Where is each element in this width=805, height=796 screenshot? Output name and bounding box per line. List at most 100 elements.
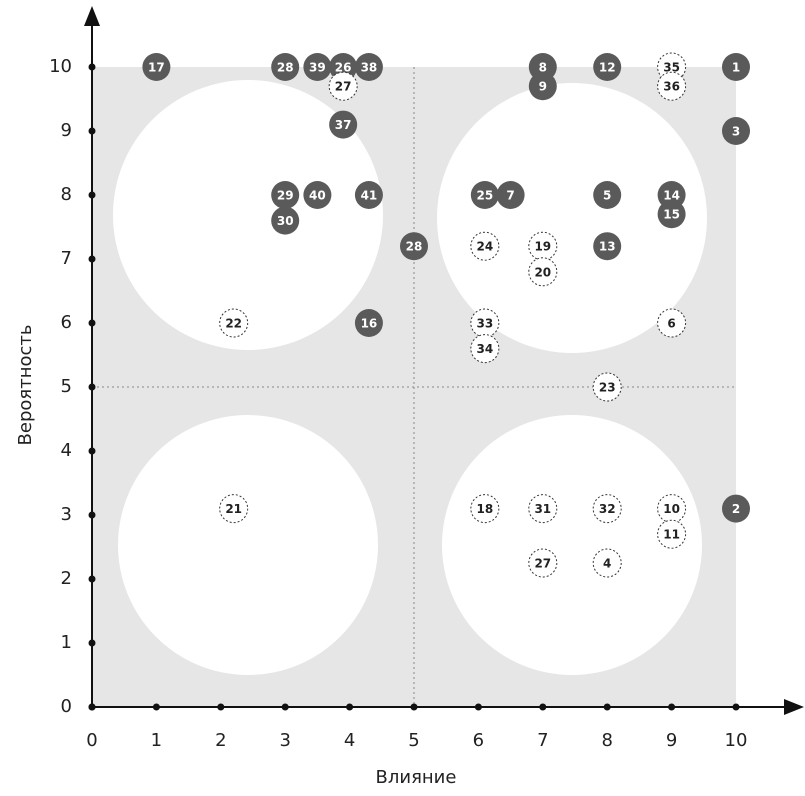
risk-bubble [722, 117, 750, 145]
x-tick-label: 9 [666, 730, 677, 751]
bubble-label: 36 [663, 80, 680, 94]
risk-bubble [470, 494, 500, 524]
risk-bubble [592, 548, 622, 578]
bubble-label: 32 [599, 502, 616, 516]
x-tick [474, 703, 482, 711]
x-tick-label: 4 [344, 730, 355, 751]
y-tick [88, 575, 96, 583]
bubble-label: 2 [732, 502, 740, 516]
risk-bubble [528, 72, 557, 101]
risk-bubble [657, 308, 687, 338]
bubble-label: 35 [663, 61, 680, 75]
risk-bubble [592, 494, 622, 524]
quadrant-circle [442, 415, 702, 675]
bubble-label: 22 [225, 317, 242, 331]
risk-bubble [329, 110, 358, 139]
quadrant-circle [437, 83, 707, 353]
risk-bubble [219, 494, 249, 524]
x-tick [346, 703, 354, 711]
bubble-label: 27 [534, 557, 551, 571]
y-tick-label: 9 [61, 120, 72, 141]
risk-bubble [528, 257, 558, 287]
bubble-label: 10 [663, 502, 680, 516]
bubble-label: 14 [663, 189, 680, 203]
bubble-label: 34 [476, 342, 493, 356]
x-tick [281, 703, 289, 711]
bubble-label: 3 [732, 125, 740, 139]
risk-bubble [354, 181, 383, 209]
bubble-label: 16 [361, 317, 378, 331]
bubble-label: 20 [534, 265, 551, 279]
risk-bubble [271, 206, 300, 235]
bubble-label: 1 [732, 61, 740, 75]
y-tick-label: 0 [61, 696, 72, 717]
y-tick [88, 703, 96, 711]
x-tick [152, 703, 160, 711]
risk-bubble [354, 53, 383, 81]
bubble-label: 7 [506, 189, 514, 203]
risk-bubble [219, 308, 249, 338]
bubble-label: 5 [603, 189, 611, 203]
bubble-label: 12 [599, 61, 616, 75]
x-tick [603, 703, 611, 711]
risk-bubble [657, 200, 686, 229]
risk-bubble [271, 181, 300, 209]
risk-bubble [722, 494, 750, 523]
y-arrow [84, 6, 100, 26]
x-tick [217, 703, 225, 711]
y-tick-label: 4 [61, 440, 72, 461]
risk-bubble [470, 334, 500, 364]
y-tick [88, 191, 96, 199]
risk-bubble [271, 53, 300, 81]
y-tick-label: 8 [61, 184, 72, 205]
risk-bubble [528, 548, 558, 578]
x-tick-label: 8 [601, 730, 612, 751]
x-tick-label: 2 [215, 730, 226, 751]
x-arrow [784, 699, 804, 715]
x-tick-label: 10 [725, 730, 748, 751]
risk-bubble [657, 181, 686, 209]
x-tick-label: 7 [537, 730, 548, 751]
bubble-label: 9 [539, 80, 547, 94]
bubble-label: 28 [277, 61, 294, 75]
bubble-label: 13 [599, 240, 616, 254]
risk-bubble [142, 53, 171, 81]
y-tick-label: 5 [61, 376, 72, 397]
bubble-label: 6 [667, 317, 675, 331]
bubble-label: 39 [309, 61, 326, 75]
risk-bubble [593, 181, 622, 209]
risk-bubble [528, 53, 557, 81]
risk-bubble [722, 53, 750, 81]
y-axis-title: Вероятность [15, 325, 36, 446]
quadrant-circle [118, 415, 378, 675]
y-tick [88, 383, 96, 391]
risk-bubble [303, 181, 332, 209]
risk-bubble [657, 519, 687, 549]
y-tick [88, 511, 96, 519]
bubble-label: 4 [603, 557, 611, 571]
bubble-label: 27 [335, 80, 352, 94]
bubble-label: 31 [534, 502, 551, 516]
risk-bubble [593, 232, 622, 261]
y-tick-label: 3 [61, 504, 72, 525]
bubble-label: 37 [335, 118, 352, 132]
bubble-label: 29 [277, 189, 294, 203]
y-tick-label: 2 [61, 568, 72, 589]
y-tick [88, 127, 96, 135]
risk-bubble [528, 494, 558, 524]
bubble-label: 15 [663, 208, 680, 222]
bubble-label: 33 [476, 317, 493, 331]
y-tick-label: 10 [49, 56, 72, 77]
y-tick [88, 319, 96, 327]
bubble-label: 25 [476, 189, 493, 203]
risk-bubble [592, 372, 622, 402]
risk-bubble [593, 53, 622, 81]
risk-bubble [400, 232, 428, 261]
bubble-label: 21 [225, 502, 242, 516]
y-tick [88, 639, 96, 647]
x-axis-title: Влияние [376, 767, 457, 788]
risk-bubble [470, 181, 499, 209]
bubble-label: 38 [361, 61, 378, 75]
bubble-label: 18 [476, 502, 493, 516]
